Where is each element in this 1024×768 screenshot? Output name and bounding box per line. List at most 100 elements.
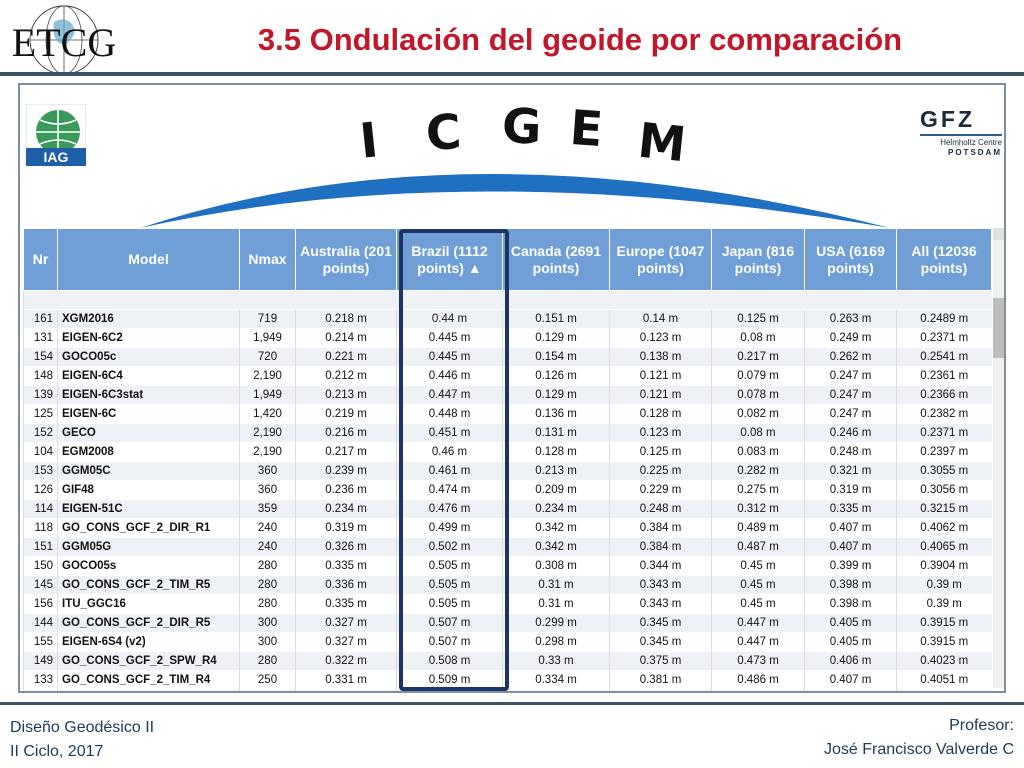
col-header-model[interactable]: Model — [57, 228, 240, 291]
col-header-usa[interactable]: USA (6169 points) — [804, 228, 897, 291]
cell-model: EIGEN-6S4 (v2) — [57, 632, 240, 652]
cell-europe: 0.14 m — [609, 309, 712, 329]
table-row: 151 GGM05G 240 0.326 m 0.502 m 0.342 m 0.384 m… — [23, 537, 992, 557]
cell-australia: 0.234 m — [295, 499, 397, 519]
cell-usa: 0.405 m — [804, 613, 897, 633]
cell-brazil: 0.447 m — [396, 385, 503, 405]
cell-all: 0.3904 m — [896, 556, 992, 576]
table-row: 145 GO_CONS_GCF_2_TIM_R5 280 0.336 m 0.505 m… — [23, 575, 992, 595]
cell-canada: 0.136 m — [502, 404, 610, 424]
cell-brazil: 0.499 m — [396, 518, 503, 538]
cell-usa: 0.405 m — [804, 632, 897, 652]
cell-australia: 0.216 m — [295, 423, 397, 443]
cell-canada: 0.213 m — [502, 461, 610, 481]
col-header-canada[interactable]: Canada (2691 points) — [502, 228, 610, 291]
col-header-europe[interactable]: Europe (1047 points) — [609, 228, 712, 291]
cell-europe: 0.345 m — [609, 613, 712, 633]
cell-all: 0.4065 m — [896, 537, 992, 557]
cell-model: EIGEN-6C — [57, 404, 240, 424]
table-row: 125 EIGEN-6C 1,420 0.219 m 0.448 m 0.136 m 0.1… — [23, 404, 992, 424]
cell-australia: 0.218 m — [295, 309, 397, 329]
cell-brazil: 0.505 m — [396, 575, 503, 595]
cell-model: GO_CONS_GCF_2_TIM_R5 — [57, 575, 240, 595]
cell-japan: 0.282 m — [711, 461, 805, 481]
cell-usa: 0.249 m — [804, 328, 897, 348]
cell-nmax: 230 — [239, 689, 296, 691]
cell-nmax: 2,190 — [239, 366, 296, 386]
gfz-logo: GFZ Helmholtz Centre POTSDAM — [920, 107, 1002, 175]
cell-nmax: 2,190 — [239, 442, 296, 462]
cell-canada: 0.334 m — [502, 670, 610, 690]
cell-model: GO_CONS_GCF_2_DIR_R1 — [57, 518, 240, 538]
cell-usa: 0.335 m — [804, 499, 897, 519]
cell-nr: 144 — [23, 613, 58, 633]
cell-japan: 0.447 m — [711, 613, 805, 633]
cell-nmax: 280 — [239, 594, 296, 614]
cell-usa: 0.248 m — [804, 442, 897, 462]
cell-australia: 0.221 m — [295, 347, 397, 367]
cell-australia: 0.217 m — [295, 442, 397, 462]
scroll-up-arrow[interactable] — [993, 228, 1004, 240]
cell-europe: 0.345 m — [609, 632, 712, 652]
cell-canada: 0.129 m — [502, 328, 610, 348]
cell-europe: 0.121 m — [609, 366, 712, 386]
col-header-all[interactable]: All (12036 points) — [896, 228, 992, 291]
cell-australia: 0.236 m — [295, 480, 397, 500]
cell-usa: 0.247 m — [804, 404, 897, 424]
cell-japan: 0.487 m — [711, 537, 805, 557]
cell-all: 0.3055 m — [896, 461, 992, 481]
cell-europe: 0.229 m — [609, 480, 712, 500]
cell-nr: 125 — [23, 404, 58, 424]
cell-nr: 151 — [23, 537, 58, 557]
cell-canada: 0.342 m — [502, 518, 610, 538]
table-row: 118 GO_CONS_GCF_2_DIR_R1 240 0.319 m 0.499 m… — [23, 518, 992, 538]
footer-term: II Ciclo, 2017 — [10, 743, 104, 760]
cell-canada: 0.209 m — [502, 480, 610, 500]
cell-nmax: 360 — [239, 480, 296, 500]
col-header-nmax[interactable]: Nmax — [239, 228, 296, 291]
cell-japan: 0.217 m — [711, 347, 805, 367]
cell-canada: 0.234 m — [502, 499, 610, 519]
table-row: 152 GECO 2,190 0.216 m 0.451 m 0.131 m 0.123 m… — [23, 423, 992, 443]
cell-australia: 0.219 m — [295, 404, 397, 424]
cell-japan: 0.08 m — [711, 328, 805, 348]
cell-nmax: 240 — [239, 518, 296, 538]
cell-japan: 0.45 m — [711, 594, 805, 614]
cell-all: 0.4051 m — [896, 670, 992, 690]
cell-europe: 0.344 m — [609, 556, 712, 576]
table-scrollbar[interactable] — [993, 228, 1004, 688]
cell-model: EIGEN-51C — [57, 499, 240, 519]
cell-europe: 0.375 m — [609, 651, 712, 671]
cell-nr: 139 — [23, 385, 58, 405]
cell-model: GECO — [57, 423, 240, 443]
cell-japan: 0.489 m — [711, 518, 805, 538]
icgem-banner-arc — [140, 174, 890, 228]
cell-japan: 0.079 m — [711, 366, 805, 386]
gfz-logo-name: GFZ — [920, 106, 975, 132]
gfz-logo-rule — [920, 134, 1002, 136]
col-header-australia[interactable]: Australia (201 points) — [295, 228, 397, 291]
cell-europe: 0.343 m — [609, 575, 712, 595]
cell-all: 0.4062 m — [896, 518, 992, 538]
scroll-thumb[interactable] — [993, 298, 1004, 358]
col-header-brazil[interactable]: Brazil (1112 points) ▲ — [396, 228, 503, 291]
cell-usa: 0.262 m — [804, 347, 897, 367]
cell-all: 0.3215 m — [896, 499, 992, 519]
col-header-japan[interactable]: Japan (816 points) — [711, 228, 805, 291]
cell-all: 0.2382 m — [896, 404, 992, 424]
cell-model: XGM2016 — [57, 309, 240, 329]
cell-japan: 0.275 m — [711, 480, 805, 500]
cell-canada: 0.342 m — [502, 537, 610, 557]
model-comparison-table: Nr Model Nmax Australia (201 points) Bra… — [23, 228, 992, 691]
cell-nr: 118 — [23, 518, 58, 538]
cell-australia: 0.335 m — [295, 556, 397, 576]
cell-japan: 0.447 m — [711, 632, 805, 652]
cell-japan: 0.486 m — [711, 670, 805, 690]
col-header-nr[interactable]: Nr — [23, 228, 58, 291]
cell-nmax: 719 — [239, 309, 296, 329]
cell-model: GGM05G — [57, 537, 240, 557]
footer-course: Diseño Geodésico II — [10, 719, 155, 736]
table-row: 150 GOCO05s 280 0.335 m 0.505 m 0.308 m 0.344 … — [23, 556, 992, 576]
